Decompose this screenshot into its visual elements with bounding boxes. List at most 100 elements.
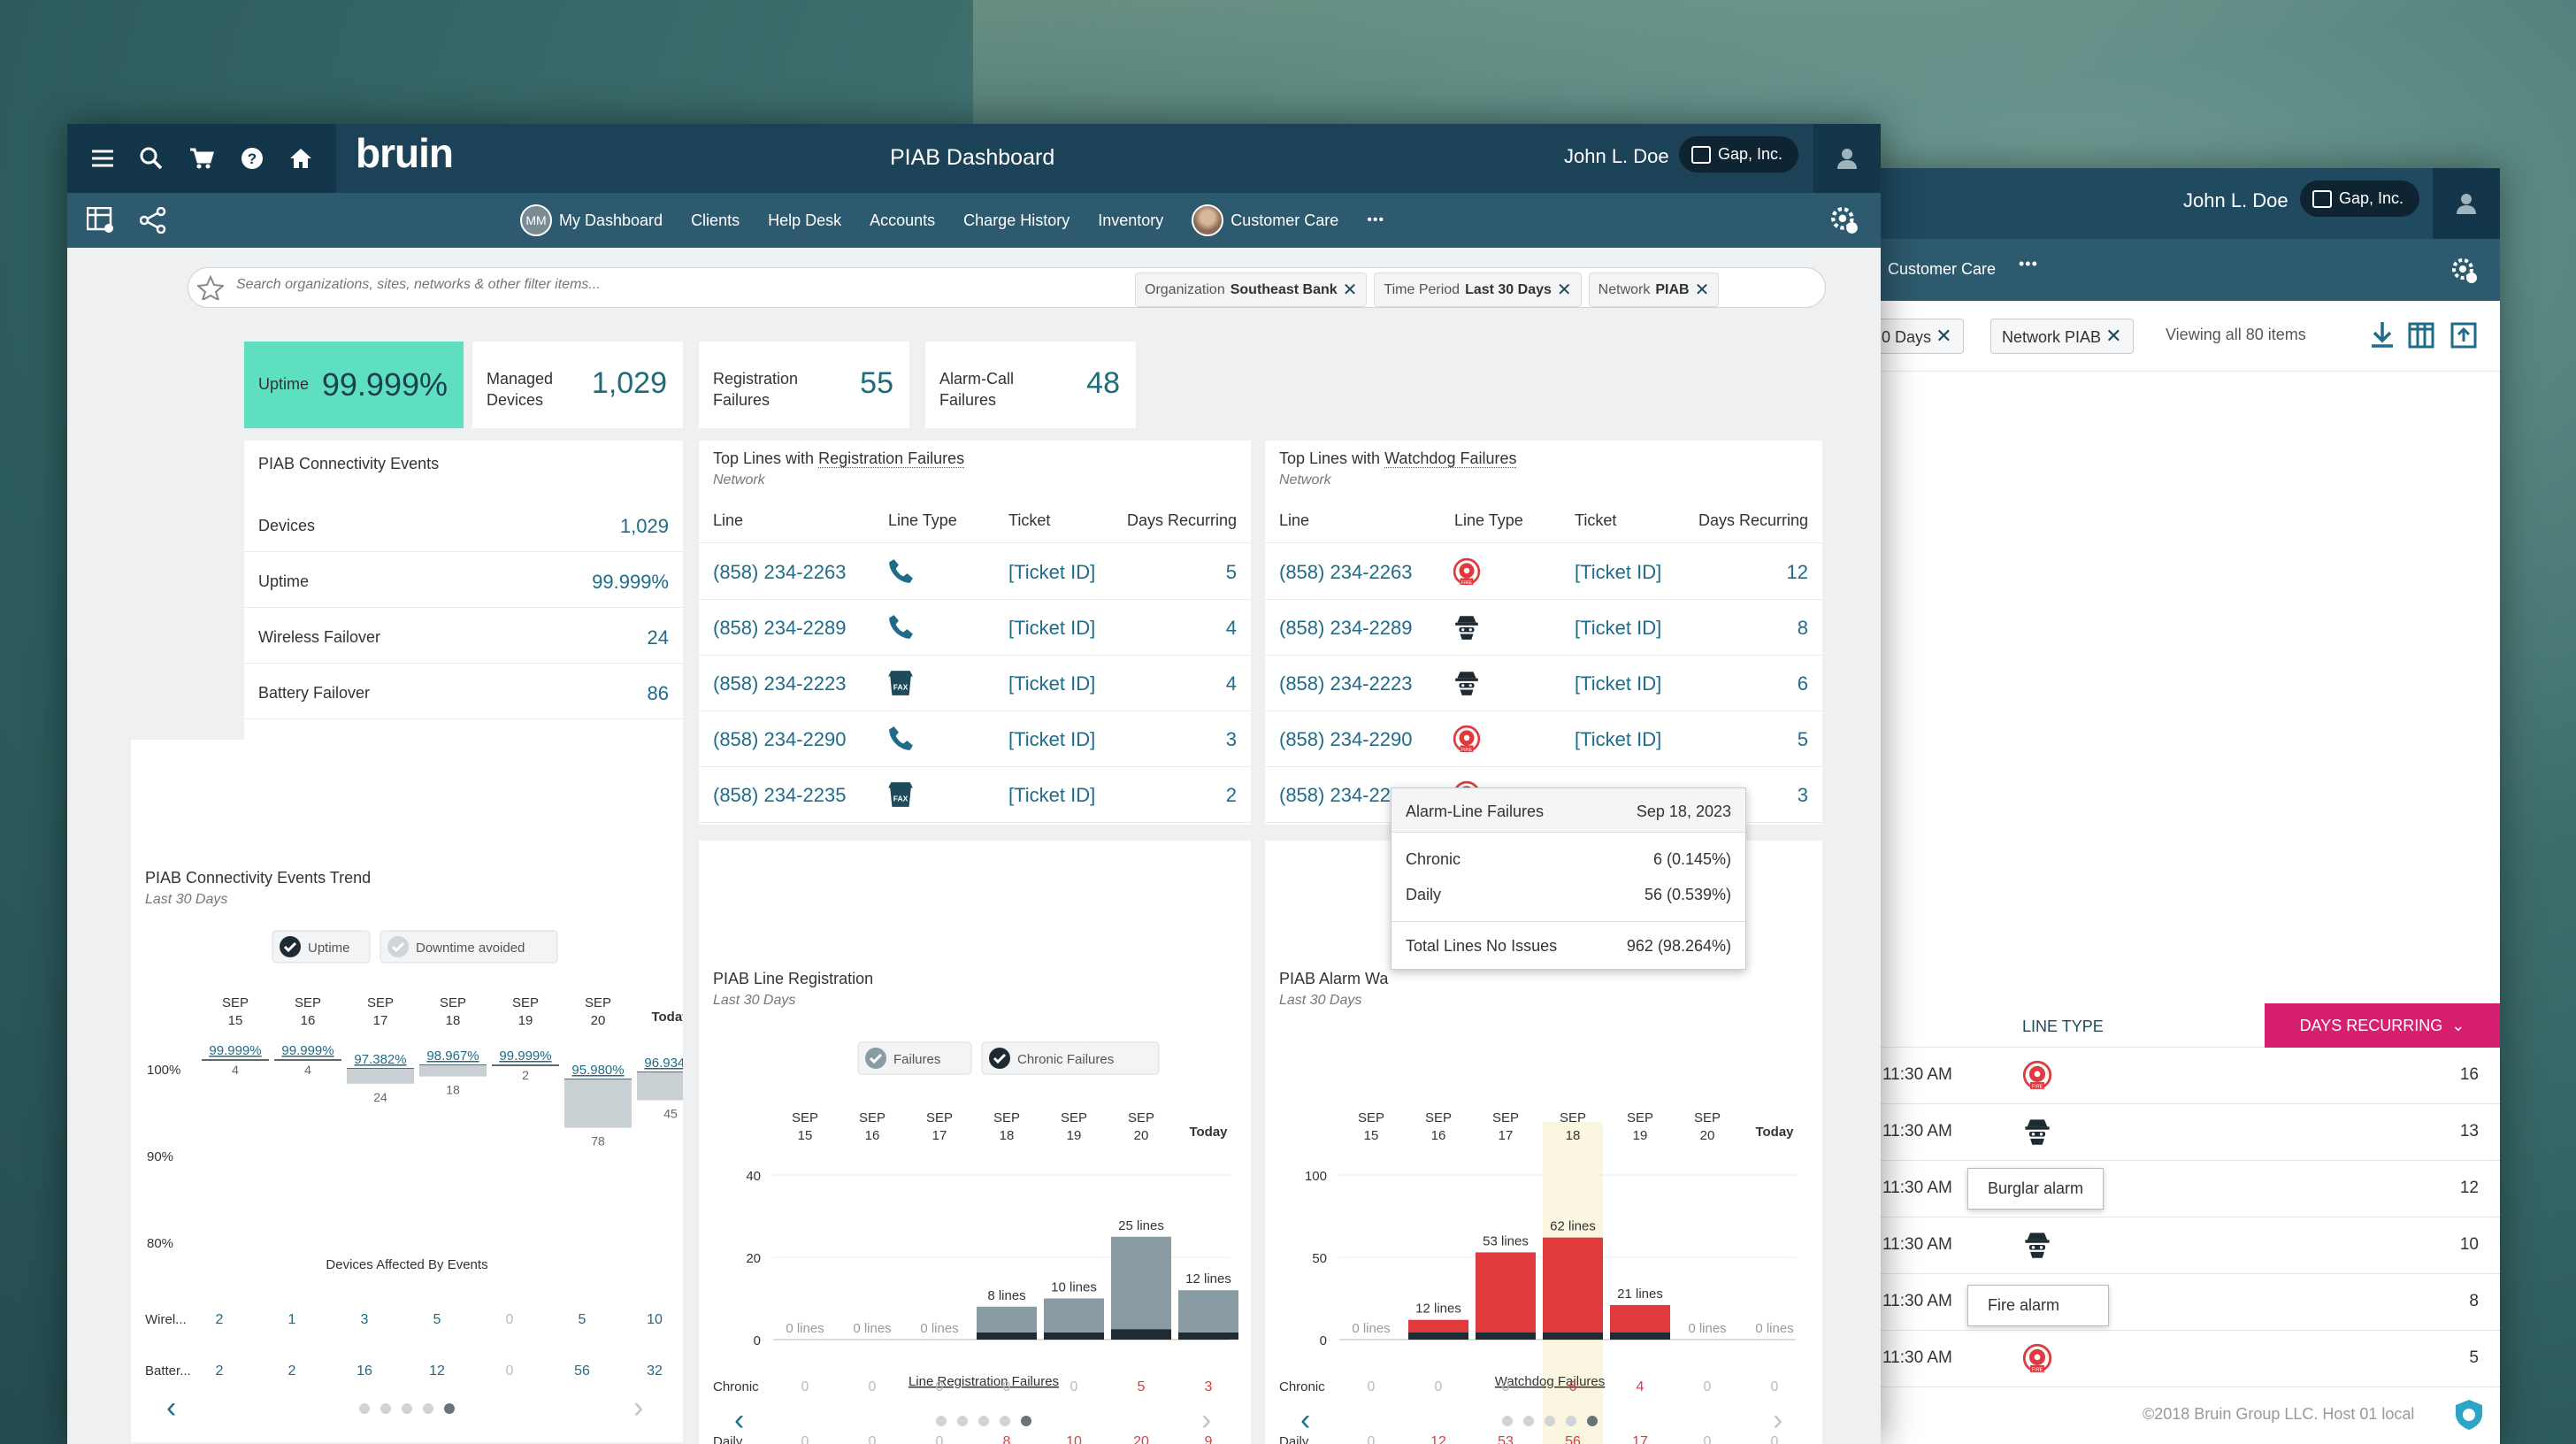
ticket-link[interactable]: [Ticket ID]	[1575, 617, 1662, 639]
prev-arrow-icon[interactable]: ‹	[734, 1403, 744, 1437]
table-row[interactable]: (858) 234-2289 [Ticket ID] 4	[699, 601, 1251, 656]
legend-toggle[interactable]: Downtime avoided	[380, 930, 558, 964]
legend-chip[interactable]	[981, 1041, 1160, 1075]
table-row[interactable]: (858) 234-2223 [Ticket ID] 6	[1265, 657, 1822, 711]
columns-icon[interactable]	[2408, 320, 2434, 353]
ticket-link[interactable]: [Ticket ID]	[1008, 784, 1096, 806]
next-arrow-icon[interactable]: ›	[633, 1391, 643, 1425]
table-row[interactable]: 11:30 AM FIRE 5	[1867, 1331, 2500, 1387]
dashboard-grid-icon[interactable]	[86, 206, 115, 238]
nav-charge-history[interactable]: Charge History	[963, 211, 1070, 229]
table-row[interactable]: 11:30 AM 13	[1867, 1104, 2500, 1161]
column-header[interactable]: Days Recurring	[1126, 511, 1237, 529]
table-row[interactable]: 11:30 AMFIRE8	[1867, 1274, 2500, 1331]
table-row[interactable]: 11:30 AM 10	[1867, 1217, 2500, 1274]
next-arrow-icon[interactable]: ›	[1201, 1403, 1211, 1437]
search-icon[interactable]	[140, 147, 163, 170]
ticket-link[interactable]: [Ticket ID]	[1008, 672, 1096, 695]
table-row[interactable]: (858) 234-2223 FAX [Ticket ID] 4	[699, 657, 1251, 711]
line-link[interactable]: (858) 234-2290	[713, 728, 847, 750]
table-row[interactable]: (858) 234-2289 [Ticket ID] 8	[1265, 601, 1822, 656]
col-line-type[interactable]: LINE TYPE	[2022, 1018, 2104, 1035]
col-days-recurring[interactable]: DAYS RECURRING ⌄	[2265, 1003, 2500, 1048]
kpi-managed-devices[interactable]: Managed Devices 1,029	[472, 342, 683, 428]
help-icon[interactable]: ?	[241, 147, 264, 170]
line-link[interactable]: (858) 234-22	[1279, 784, 1391, 806]
legend-toggle[interactable]: Failures	[857, 1041, 972, 1075]
list-item[interactable]: Uptime 99.999%	[244, 553, 683, 608]
table-row[interactable]: 11:30 AM FIRE 16	[1867, 1048, 2500, 1104]
ticket-link[interactable]: [Ticket ID]	[1008, 617, 1096, 639]
back-user-name[interactable]: John L. Doe	[2183, 189, 2288, 211]
menu-icon[interactable]	[91, 149, 114, 168]
legend-toggle[interactable]: Chronic Failures	[981, 1041, 1160, 1075]
favorite-star-icon[interactable]	[196, 274, 226, 304]
column-header[interactable]: Ticket	[1008, 511, 1051, 529]
next-arrow-icon[interactable]: ›	[1773, 1403, 1782, 1437]
prev-arrow-icon[interactable]: ‹	[166, 1391, 176, 1425]
back-org-pill[interactable]: Gap, Inc.	[2300, 180, 2420, 217]
ticket-link[interactable]: [Ticket ID]	[1575, 728, 1662, 750]
list-item[interactable]: Battery Failover 86	[244, 664, 683, 719]
org-pill[interactable]: Gap, Inc.	[1679, 136, 1799, 173]
filter-chip-organization[interactable]: Organization Southeast Bank ✕	[1135, 273, 1368, 307]
back-filter-chip[interactable]: Network PIAB ✕	[1990, 319, 2134, 354]
line-link[interactable]: (858) 234-2289	[713, 617, 847, 639]
ticket-link[interactable]: [Ticket ID]	[1575, 561, 1662, 583]
settings-gear-icon[interactable]	[1829, 205, 1859, 240]
kpi-uptime[interactable]: Uptime 99.999%	[244, 342, 464, 428]
table-row[interactable]: 11:30 AM 12	[1867, 1161, 2500, 1217]
back-profile-icon[interactable]	[2433, 168, 2500, 239]
table-row[interactable]: (858) 234-2290 [Ticket ID] 3	[699, 712, 1251, 767]
nav-help-desk[interactable]: Help Desk	[768, 211, 842, 229]
table-row[interactable]: (858) 234-2235 FAX [Ticket ID] 2	[699, 768, 1251, 823]
settings-gear-icon[interactable]	[2450, 257, 2479, 289]
profile-icon[interactable]	[1813, 124, 1881, 193]
nav-my-dashboard[interactable]: MM My Dashboard	[520, 204, 663, 236]
nav-accounts[interactable]: Accounts	[870, 211, 936, 229]
kpi-registration-failures[interactable]: Registration Failures 55	[699, 342, 909, 428]
column-header[interactable]: Ticket	[1575, 511, 1617, 529]
table-row[interactable]: (858) 234-2290 FIRE [Ticket ID] 5	[1265, 712, 1822, 767]
ticket-link[interactable]: [Ticket ID]	[1575, 672, 1662, 695]
close-icon[interactable]: ✕	[1694, 280, 1710, 300]
prev-arrow-icon[interactable]: ‹	[1300, 1403, 1310, 1437]
export-icon[interactable]	[2450, 320, 2477, 353]
home-icon[interactable]	[289, 147, 312, 170]
nav-clients[interactable]: Clients	[691, 211, 740, 229]
ticket-link[interactable]: [Ticket ID]	[1008, 561, 1096, 583]
more-icon[interactable]: •••	[1367, 212, 1385, 227]
close-icon[interactable]: ✕	[1342, 280, 1358, 300]
column-header[interactable]: Line	[713, 511, 744, 529]
filter-chip-network[interactable]: Network PIAB ✕	[1588, 273, 1720, 307]
line-link[interactable]: (858) 234-2290	[1279, 728, 1413, 750]
legend-chip[interactable]	[380, 930, 558, 964]
close-icon[interactable]: ✕	[2105, 325, 2122, 347]
cart-icon[interactable]	[189, 147, 214, 170]
line-link[interactable]: (858) 234-2223	[713, 672, 847, 695]
column-header[interactable]: Line	[1279, 511, 1310, 529]
list-item[interactable]: Wireless Failover 24	[244, 609, 683, 664]
user-name[interactable]: John L. Doe	[1564, 145, 1669, 167]
search-input[interactable]	[236, 277, 1032, 293]
line-link[interactable]: (858) 234-2263	[713, 561, 847, 583]
share-icon[interactable]	[139, 206, 166, 238]
line-link[interactable]: (858) 234-2289	[1279, 617, 1413, 639]
bruin-logo[interactable]: bruin	[356, 130, 454, 176]
list-item[interactable]: Devices 1,029	[244, 497, 683, 552]
nav-customer-care[interactable]: Customer Care	[1192, 204, 1338, 236]
legend-chip[interactable]	[857, 1041, 972, 1075]
table-row[interactable]: (858) 234-2263 FIRE [Ticket ID] 12	[1265, 545, 1822, 600]
line-link[interactable]: (858) 234-2263	[1279, 561, 1413, 583]
table-row[interactable]: (858) 234-2263 [Ticket ID] 5	[699, 545, 1251, 600]
column-header[interactable]: Days Recurring	[1698, 511, 1808, 529]
line-link[interactable]: (858) 234-2223	[1279, 672, 1413, 695]
nav-inventory[interactable]: Inventory	[1098, 211, 1164, 229]
line-link[interactable]: (858) 234-2235	[713, 784, 847, 806]
legend-toggle[interactable]: Uptime	[272, 930, 371, 964]
kpi-alarm-call-failures[interactable]: Alarm-Call Failures 48	[925, 342, 1136, 428]
close-icon[interactable]: ✕	[1556, 280, 1572, 300]
close-icon[interactable]: ✕	[1936, 325, 1952, 347]
column-header[interactable]: Line Type	[888, 511, 957, 529]
more-icon[interactable]: •••	[2019, 255, 2038, 273]
